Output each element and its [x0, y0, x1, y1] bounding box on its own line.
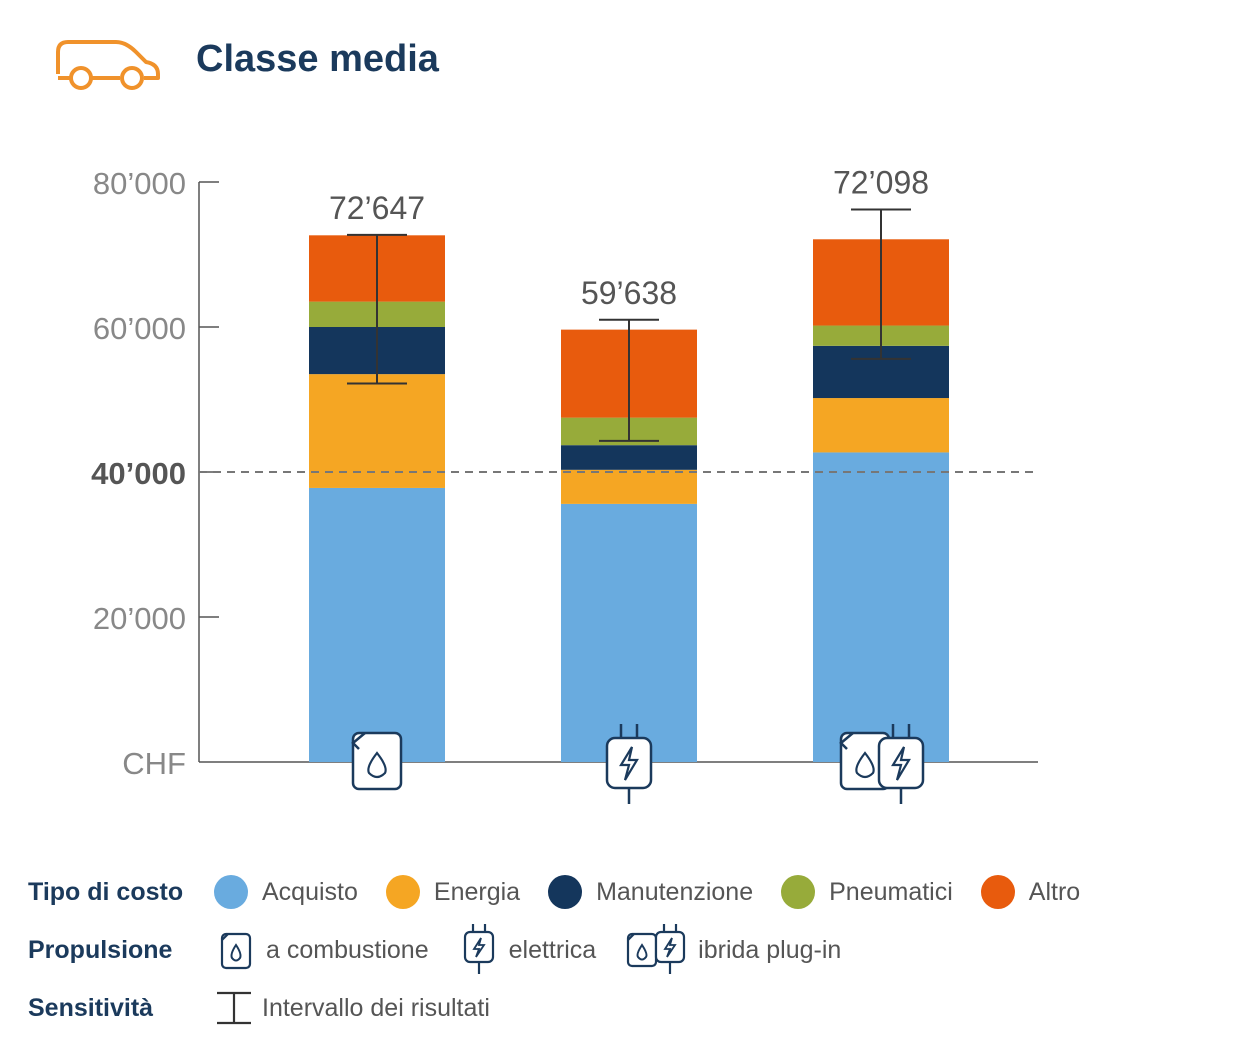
y-tick-label: 80’000 [93, 166, 186, 201]
legend-propulsion-row: Propulsione a combustione elettrica ibri… [28, 924, 869, 974]
car-icon [56, 40, 160, 90]
legend-label-electric: elettrica [508, 935, 597, 964]
legend-swatch [214, 875, 248, 909]
legend-label: Energia [433, 877, 521, 906]
legend-item-energia: Energia [385, 875, 521, 909]
total-label: 72’647 [329, 190, 425, 226]
error-bar-icon [217, 991, 251, 1025]
legend-sensitivity-row: Sensitività Intervallo dei risultati [28, 986, 518, 1030]
bar-segment-energia [309, 374, 445, 488]
legend-label: Altro [1028, 877, 1081, 906]
y-tick-label: 40’000 [91, 456, 186, 491]
legend-item-acquisto: Acquisto [214, 875, 358, 909]
legend-item-combustion: a combustione [214, 928, 429, 972]
legend-cost-row: Tipo di costo Acquisto Energia Manutenzion… [28, 870, 1108, 914]
legend-label-combustion: a combustione [266, 935, 429, 964]
chart-title: Classe media [196, 38, 439, 80]
fuel-can-icon [220, 932, 252, 970]
legend-item-hybrid: ibrida plug-in [624, 922, 841, 978]
y-tick-label: CHF [122, 746, 186, 781]
bar-segment-acquisto [561, 503, 697, 762]
legend-swatch [980, 875, 1015, 909]
fuel-can-plug-icon [839, 724, 925, 804]
bar-segment-energia [813, 398, 949, 453]
legend-label-hybrid: ibrida plug-in [698, 935, 842, 964]
legend-item-pneumatici: Pneumatici [781, 875, 953, 909]
legend-item-electric: elettrica [457, 922, 597, 978]
legend-label-range: Intervallo dei risultati [262, 993, 490, 1022]
legend-item-manutenzione: Manutenzione [548, 875, 753, 909]
legend-propulsion-heading: Propulsione [28, 935, 173, 964]
legend-item-altro: Altro [980, 875, 1081, 909]
plug-icon [605, 724, 653, 804]
legend-swatch [385, 875, 420, 909]
bar-segment-energia [561, 469, 697, 504]
bar-segment-manutenzione [561, 445, 697, 470]
total-label: 59’638 [581, 275, 677, 311]
chart-area: CHF 20’000 40’000 60’000 80’000 72’647 59’638 7… [91, 165, 1038, 804]
fuel-can-plug-icon [627, 924, 686, 974]
legend-swatch [781, 875, 816, 909]
title-area [52, 30, 164, 94]
legend-label: Manutenzione [596, 877, 754, 906]
plug-icon [463, 924, 494, 974]
legend-cost-items: Acquisto Energia Manutenzione Pneumatici Alt… [214, 875, 1108, 909]
legend-swatch [548, 875, 583, 909]
legend-label: Acquisto [262, 877, 358, 906]
bar-segment-acquisto [309, 487, 445, 762]
legend-sensitivity-heading: Sensitività [28, 993, 154, 1022]
y-tick-label: 20’000 [93, 601, 186, 636]
legend-label: Pneumatici [829, 877, 953, 906]
fuel-can-icon [351, 731, 403, 791]
bar-segment-acquisto [813, 452, 949, 762]
legend-item-range: Intervallo dei risultati [214, 988, 490, 1028]
y-tick-label: 60’000 [93, 311, 186, 346]
total-label: 72’098 [833, 165, 929, 201]
legend-cost-heading: Tipo di costo [28, 877, 184, 906]
